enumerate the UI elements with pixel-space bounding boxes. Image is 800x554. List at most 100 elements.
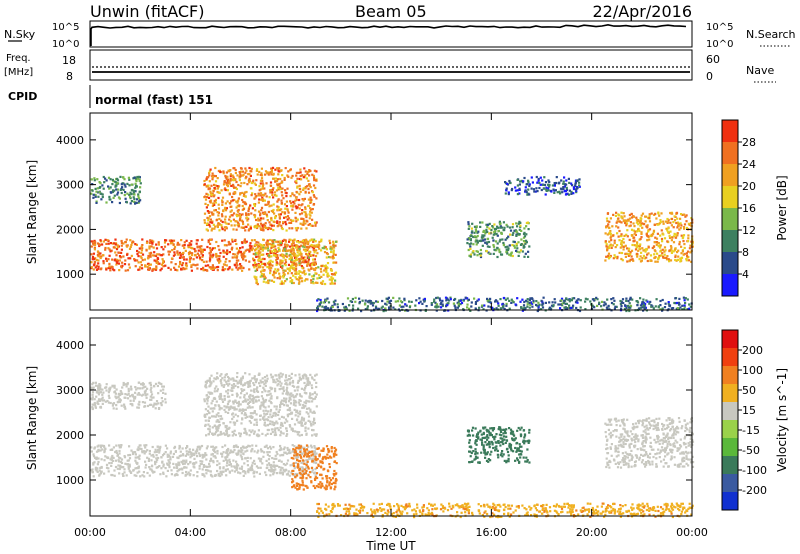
data-cell xyxy=(674,255,677,258)
data-cell xyxy=(262,217,265,220)
data-cell xyxy=(536,304,539,307)
data-cell xyxy=(266,254,270,257)
data-cell xyxy=(153,254,156,257)
data-cell xyxy=(332,251,335,254)
data-cell xyxy=(172,452,175,456)
data-cell xyxy=(520,179,523,182)
data-cell xyxy=(528,298,531,301)
data-cell xyxy=(125,238,128,241)
data-cell xyxy=(124,197,127,200)
data-cell xyxy=(470,234,473,237)
data-cell xyxy=(224,174,227,178)
data-cell xyxy=(184,249,187,252)
data-cell xyxy=(241,375,244,378)
data-cell xyxy=(135,185,138,188)
cpid-value: normal (fast) 151 xyxy=(95,93,213,107)
data-cell xyxy=(177,469,180,472)
data-cell xyxy=(622,301,625,305)
data-cell xyxy=(536,309,539,312)
data-cell xyxy=(279,186,282,189)
data-cell xyxy=(143,405,146,408)
data-cell xyxy=(229,179,232,182)
data-cell xyxy=(133,397,137,400)
data-cell xyxy=(240,167,243,170)
data-cell xyxy=(236,419,239,422)
data-cell xyxy=(113,269,116,272)
data-cell xyxy=(299,187,302,191)
data-cell xyxy=(260,457,263,460)
data-cell xyxy=(575,299,578,302)
data-cell xyxy=(222,466,225,469)
data-cell xyxy=(684,301,687,305)
data-cell xyxy=(285,192,288,195)
data-cell xyxy=(568,306,572,310)
data-cell xyxy=(315,267,318,270)
data-cell xyxy=(565,179,568,182)
data-cell xyxy=(278,167,281,170)
data-cell xyxy=(245,225,248,228)
data-cell xyxy=(488,232,491,235)
data-cell xyxy=(679,260,682,263)
data-cell xyxy=(574,181,577,184)
data-cell xyxy=(206,445,209,448)
data-cell xyxy=(320,281,323,284)
data-cell xyxy=(613,242,616,245)
data-cell xyxy=(261,257,264,260)
data-cell xyxy=(267,462,271,465)
data-cell xyxy=(225,222,228,225)
data-cell xyxy=(659,308,662,311)
data-cell xyxy=(289,218,292,222)
data-cell xyxy=(364,299,367,302)
data-cell xyxy=(211,204,214,207)
data-cell xyxy=(304,421,307,424)
data-cell xyxy=(169,450,172,453)
data-cell xyxy=(230,214,233,217)
data-cell xyxy=(304,207,307,211)
data-cell xyxy=(622,248,625,251)
data-cell xyxy=(548,181,551,184)
data-cell xyxy=(344,307,347,310)
data-cell xyxy=(419,300,422,303)
data-cell xyxy=(495,232,498,235)
data-cell xyxy=(307,179,310,182)
data-cell xyxy=(148,466,151,469)
data-cell xyxy=(90,266,93,269)
data-cell xyxy=(332,244,335,247)
data-cell xyxy=(226,189,229,192)
data-cell xyxy=(482,235,485,238)
data-cell xyxy=(498,220,501,223)
data-cell xyxy=(284,207,287,210)
data-cell xyxy=(576,187,579,190)
data-cell xyxy=(112,196,115,199)
data-cell xyxy=(286,415,290,418)
data-cell xyxy=(97,393,100,396)
data-cell xyxy=(361,299,364,302)
data-cell xyxy=(118,452,121,455)
data-cell xyxy=(625,222,629,225)
data-cell xyxy=(207,423,210,426)
data-cell xyxy=(124,269,127,272)
data-cell xyxy=(144,446,147,449)
data-cell xyxy=(224,251,227,254)
data-cell xyxy=(652,307,655,310)
data-cell xyxy=(244,203,248,206)
data-cell xyxy=(531,305,534,308)
data-cell xyxy=(562,182,565,185)
data-cell xyxy=(278,449,281,452)
data-cell xyxy=(221,196,225,199)
data-cell xyxy=(493,307,496,311)
data-cell xyxy=(137,195,140,198)
data-cell xyxy=(570,190,573,193)
data-cell xyxy=(277,243,280,246)
data-cell xyxy=(452,302,455,305)
data-cell xyxy=(498,250,501,253)
data-cell xyxy=(155,261,158,264)
data-cell xyxy=(630,216,634,219)
data-cell xyxy=(101,448,104,451)
data-cell xyxy=(279,241,282,244)
data-cell xyxy=(300,217,303,220)
data-cell xyxy=(288,374,291,377)
data-cell xyxy=(446,298,449,301)
data-cell xyxy=(254,269,257,272)
power-colorbar-swatch xyxy=(722,274,738,297)
